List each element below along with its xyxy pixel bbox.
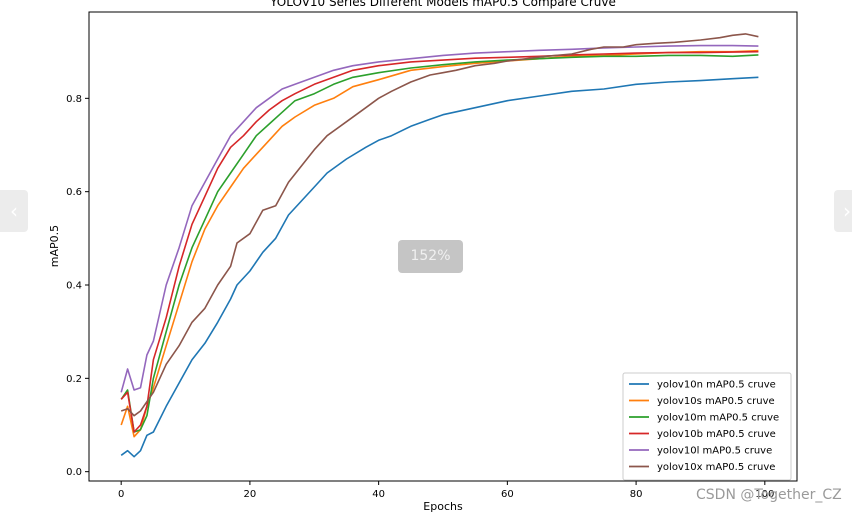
legend: yolov10n mAP0.5 cruve yolov10s mAP0.5 cru… xyxy=(622,372,792,481)
y-tick-label: 0.0 xyxy=(66,467,82,478)
y-tick-label: 0.2 xyxy=(66,374,82,385)
chart-title: YOLOV10 Series Different Models mAP0.5 C… xyxy=(269,0,616,9)
next-image-button[interactable]: › xyxy=(834,190,852,232)
legend-entry-label: yolov10n mAP0.5 cruve xyxy=(657,380,776,391)
x-axis-label: Epochs xyxy=(423,500,463,512)
y-tick-label: 0.6 xyxy=(66,187,82,198)
x-tick-label: 80 xyxy=(630,489,643,500)
y-tick-label: 0.8 xyxy=(66,94,82,105)
plot-area xyxy=(88,11,798,482)
legend-box xyxy=(622,372,792,481)
x-tick-label: 100 xyxy=(755,489,774,500)
x-tick-label: 60 xyxy=(501,489,514,500)
legend-entry-label: yolov10x mAP0.5 cruve xyxy=(657,462,775,473)
series-line-5 xyxy=(120,44,759,393)
y-tick-label: 0.4 xyxy=(66,281,82,292)
x-axis-ticks: 0 20 40 60 80 100 xyxy=(118,481,774,500)
x-tick-label: 0 xyxy=(118,489,124,500)
series-line-4 xyxy=(120,50,759,433)
previous-image-button[interactable]: ‹ xyxy=(0,190,28,232)
legend-entry-label: yolov10s mAP0.5 cruve xyxy=(657,396,775,407)
legend-entry-label: yolov10b mAP0.5 cruve xyxy=(657,429,776,440)
legend-entry-label: yolov10l mAP0.5 cruve xyxy=(657,446,772,457)
x-tick-label: 40 xyxy=(372,489,385,500)
x-tick-label: 20 xyxy=(244,489,257,500)
series-line-6 xyxy=(120,33,759,417)
y-axis-label: mAP0.5 xyxy=(48,225,61,267)
series-lines xyxy=(120,33,759,458)
series-line-2 xyxy=(120,49,759,438)
watermark-text: CSDN @Together_CZ xyxy=(696,487,842,503)
series-line-1 xyxy=(120,76,759,458)
y-axis-ticks: 0.0 0.2 0.4 0.6 0.8 xyxy=(66,94,89,478)
legend-entry-label: yolov10m mAP0.5 cruve xyxy=(657,413,779,424)
zoom-level-badge: 152% xyxy=(398,240,463,273)
series-line-3 xyxy=(120,54,759,433)
